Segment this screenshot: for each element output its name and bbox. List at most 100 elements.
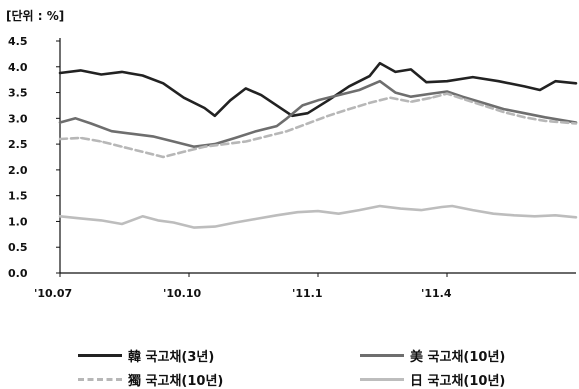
legend-swatch-us <box>360 354 404 357</box>
data-point <box>234 137 237 139</box>
data-point <box>394 71 397 73</box>
data-point <box>100 219 103 222</box>
data-point <box>121 223 123 225</box>
data-point <box>471 76 474 78</box>
data-point <box>90 122 92 125</box>
data-point <box>141 74 144 77</box>
data-point <box>327 114 330 117</box>
legend-swatch-korea <box>78 354 122 357</box>
data-point <box>121 71 123 73</box>
legend: 韓 국고채(3년) 美 국고채(10년) 獨 국고채(10년) 日 국고채(10… <box>0 340 579 389</box>
data-point <box>255 130 257 133</box>
data-point <box>394 91 397 94</box>
data-point <box>409 95 412 98</box>
data-point <box>224 143 227 146</box>
legend-swatch-japan <box>360 378 404 381</box>
data-point <box>182 96 185 99</box>
data-point <box>182 150 185 153</box>
series-line-3 <box>58 204 578 229</box>
data-point <box>172 221 175 224</box>
data-point <box>425 81 428 84</box>
series-line-1 <box>58 79 578 148</box>
data-point <box>451 205 454 207</box>
data-point <box>523 116 526 119</box>
data-point <box>379 62 381 65</box>
data-point <box>513 214 515 217</box>
data-point <box>172 140 175 143</box>
data-point <box>337 212 340 215</box>
x-tick-label: '11.1 <box>292 287 323 300</box>
data-point <box>575 216 577 219</box>
data-point <box>151 135 154 138</box>
y-tick-label: 3.5 <box>8 87 28 100</box>
data-point <box>157 219 159 222</box>
data-point <box>286 130 288 133</box>
data-point <box>544 120 546 122</box>
data-point <box>461 97 464 100</box>
data-point <box>121 145 123 148</box>
legend-item-us-10y: 美 국고채(10년) <box>360 346 505 365</box>
x-tick-label: '10.10 <box>163 287 202 300</box>
data-point <box>440 206 443 208</box>
data-point <box>430 96 433 99</box>
legend-label: 韓 국고채(3년) <box>128 350 215 365</box>
data-point <box>337 94 340 97</box>
x-tick-label: '11.4 <box>421 287 452 300</box>
legend-label: 日 국고채(10년) <box>410 374 506 389</box>
data-point <box>131 132 134 135</box>
data-point <box>234 221 237 224</box>
y-tick-label: 0.0 <box>8 267 28 280</box>
data-point <box>420 209 423 212</box>
data-point <box>358 209 361 212</box>
x-tick-label: '10.07 <box>34 287 72 300</box>
data-point <box>554 214 557 217</box>
y-tick-label: 2.5 <box>8 138 28 151</box>
data-point <box>523 112 526 115</box>
y-tick-label: 0.5 <box>8 241 28 254</box>
line-chart: [단위 : %] 0.0 0.5 1.0 1.5 2.0 2.5 3.0 3.5 4.0 4.5 '1… <box>6 8 578 300</box>
y-tick-label: 4.5 <box>8 35 28 48</box>
data-point <box>141 215 144 218</box>
data-point <box>59 121 61 124</box>
unit-label: [단위 : %] <box>6 8 64 23</box>
data-point <box>348 108 350 110</box>
data-point <box>79 69 82 72</box>
series-line-2 <box>58 92 578 159</box>
data-point <box>162 82 165 85</box>
data-point <box>502 111 505 114</box>
data-point <box>554 80 557 83</box>
data-point <box>306 112 309 115</box>
data-point <box>59 138 61 140</box>
data-point <box>409 68 412 71</box>
data-point <box>430 92 433 95</box>
data-point <box>244 87 247 90</box>
data-point <box>59 215 61 218</box>
data-point <box>229 99 232 102</box>
data-point <box>399 207 402 210</box>
legend-item-korea-3y: 韓 국고채(3년) <box>78 346 214 365</box>
data-point <box>368 75 371 77</box>
data-point <box>358 89 361 91</box>
data-point <box>461 95 464 98</box>
data-point <box>275 104 278 107</box>
data-point <box>575 122 577 125</box>
y-tick-label: 1.0 <box>8 215 28 228</box>
data-point <box>482 104 485 107</box>
y-tick-label: 3.0 <box>8 112 28 125</box>
data-point <box>203 145 206 148</box>
data-point <box>544 116 546 119</box>
y-tick-label: 2.0 <box>8 164 28 177</box>
data-point <box>100 73 103 76</box>
legend-item-germany-10y: 獨 국고채(10년) <box>78 370 223 389</box>
data-point <box>110 130 113 133</box>
data-point <box>446 80 448 83</box>
data-point <box>275 125 278 127</box>
data-point <box>59 72 61 74</box>
data-point <box>348 85 350 88</box>
data-point <box>446 90 448 93</box>
data-point <box>502 108 505 110</box>
data-point <box>368 101 371 104</box>
data-point <box>446 92 448 95</box>
y-tick-label: 1.5 <box>8 190 28 203</box>
